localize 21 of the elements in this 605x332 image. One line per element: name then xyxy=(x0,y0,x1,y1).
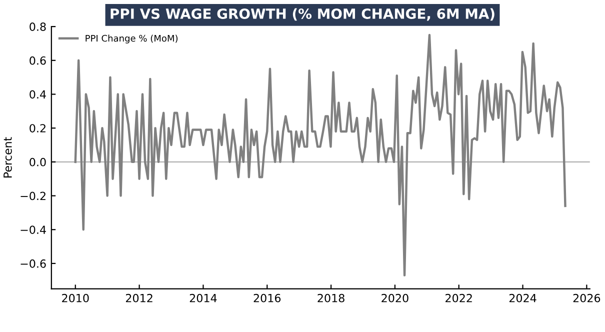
y-tick-label: 0.4 xyxy=(30,90,46,99)
x-tick-label: 2024 xyxy=(509,294,536,302)
x-tick-label: 2010 xyxy=(62,294,89,302)
line-series xyxy=(74,34,566,276)
y-tick-label: 0.0 xyxy=(30,158,46,166)
x-tick-label: 2014 xyxy=(190,294,217,302)
y-tick-label: −0.2 xyxy=(20,192,46,200)
y-tick-label: 0.6 xyxy=(30,56,46,65)
x-tick-label: 2018 xyxy=(318,294,344,302)
legend-label: PPI Change % (MoM) xyxy=(86,34,178,44)
x-tick-label: 2012 xyxy=(126,294,152,302)
x-tick-label: 2020 xyxy=(382,294,408,302)
y-tick-label: −0.6 xyxy=(20,259,46,268)
x-tick-label: 2026 xyxy=(573,294,600,302)
y-tick-label: 0.8 xyxy=(30,22,46,31)
y-tick-label: 0.2 xyxy=(30,124,46,132)
y-axis-title: Percent xyxy=(4,137,12,178)
x-tick-label: 2016 xyxy=(254,294,281,302)
y-tick-label: −0.4 xyxy=(20,226,46,234)
x-tick-label: 2022 xyxy=(446,294,472,302)
chart-title: PPI VS WAGE GROWTH (% MOM CHANGE, 6M MA) xyxy=(110,8,494,21)
